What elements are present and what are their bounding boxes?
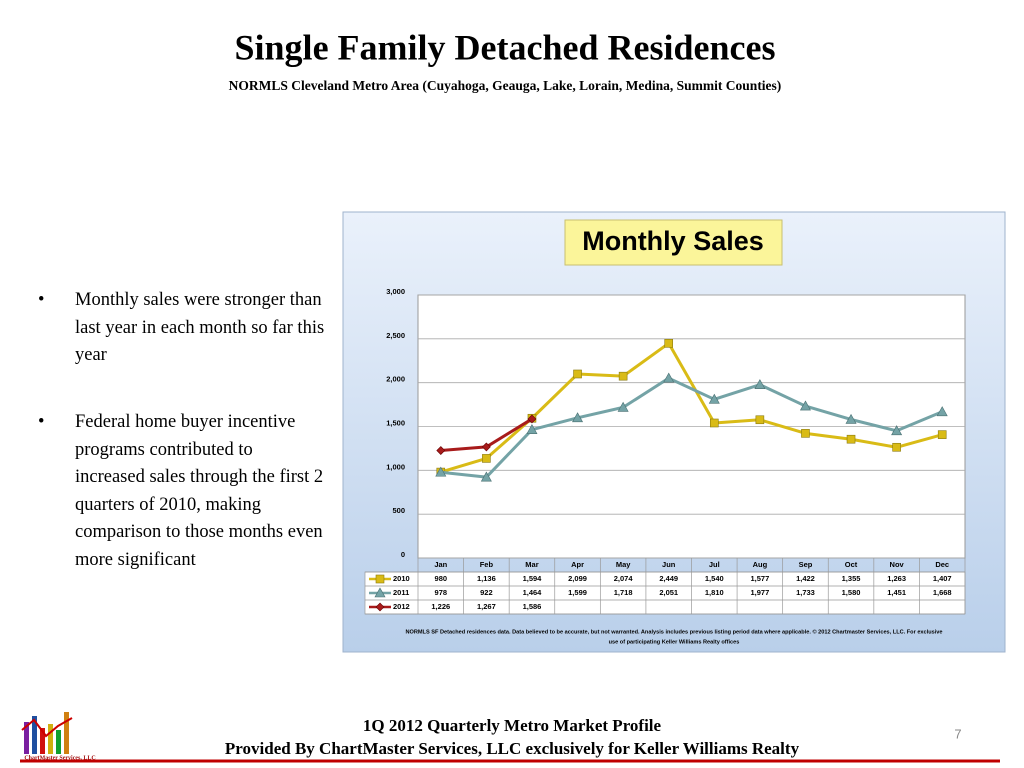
y-tick-label: 0 (401, 550, 405, 559)
x-tick-label: Mar (525, 560, 538, 569)
x-tick-label: Apr (571, 560, 584, 569)
table-value: 1,540 (705, 574, 724, 583)
marker (892, 442, 901, 452)
table-value: 1,586 (523, 602, 542, 611)
table-value: 2,449 (659, 574, 678, 583)
x-tick-label: Nov (890, 560, 905, 569)
table-value: 980 (435, 574, 448, 583)
table-value: 1,407 (933, 574, 952, 583)
slide-title: Single Family Detached Residences (235, 27, 776, 67)
y-tick-label: 2,000 (386, 375, 405, 384)
legend-label: 2012 (393, 602, 410, 611)
marker (526, 424, 538, 434)
table-value: 1,733 (796, 588, 815, 597)
chart-title-box (564, 219, 783, 266)
x-tick-label: May (616, 560, 631, 569)
y-tick-label: 3,000 (386, 287, 405, 296)
table-value: 922 (480, 588, 493, 597)
marker (374, 587, 386, 598)
table-value: 1,718 (614, 588, 633, 597)
table-value: 1,594 (523, 574, 543, 583)
y-tick-label: 1,000 (386, 462, 405, 471)
series-line (440, 376, 943, 479)
chart-title: Monthly Sales (582, 226, 764, 256)
x-tick-label: Dec (935, 560, 949, 569)
table-value: 1,580 (842, 588, 861, 597)
marker (708, 393, 720, 404)
marker (617, 401, 629, 412)
marker (754, 379, 766, 389)
y-tick-label: 2,500 (386, 331, 405, 340)
table-value: 1,226 (431, 602, 450, 611)
marker (801, 429, 810, 438)
marker (618, 371, 628, 381)
x-tick-label: Jun (662, 560, 676, 569)
marker (480, 471, 492, 482)
chart-footnote: NORMLS SF Detached residences data. Data… (405, 628, 942, 635)
table-value: 1,422 (796, 574, 815, 583)
marker (845, 413, 857, 424)
marker (375, 574, 385, 584)
marker (755, 415, 765, 425)
footer-line: 1Q 2012 Quarterly Metro Market Profile (363, 716, 662, 735)
table-value: 2,099 (568, 574, 587, 583)
table-value: 1,263 (887, 574, 906, 583)
table-value: 2,074 (614, 574, 634, 583)
marker (572, 412, 584, 423)
table-value: 1,577 (750, 574, 769, 583)
marker (664, 339, 674, 348)
table-value: 2,051 (659, 588, 678, 597)
footer-line: Provided By ChartMaster Services, LLC ex… (225, 739, 800, 758)
y-tick-label: 1,500 (386, 418, 405, 427)
table-value: 1,810 (705, 588, 724, 597)
table-value: 1,451 (887, 588, 906, 597)
table-value: 1,977 (750, 588, 769, 597)
bullet-text: Federal home buyer incentive programs co… (75, 412, 324, 570)
table-value: 1,599 (568, 588, 587, 597)
x-tick-label: Feb (480, 560, 494, 569)
chart-footnote: use of participating Keller Williams Rea… (609, 639, 740, 645)
table-value: 1,267 (477, 602, 496, 611)
x-tick-label: Oct (845, 560, 858, 569)
marker (375, 602, 385, 612)
logo-text: ChartMaster Services, LLC (24, 755, 95, 761)
x-tick-label: Sep (799, 560, 813, 569)
table-value: 1,464 (523, 588, 543, 597)
table-value: 1,355 (842, 574, 861, 583)
x-tick-label: Jan (434, 560, 447, 569)
logo (21, 712, 73, 754)
slide-subtitle: NORMLS Cleveland Metro Area (Cuyahoga, G… (229, 78, 782, 93)
marker (891, 425, 903, 436)
marker (481, 442, 491, 452)
table-value: 1,136 (477, 574, 496, 583)
page-number: 7 (954, 726, 961, 741)
table-value: 978 (435, 588, 448, 597)
x-tick-label: Aug (753, 560, 768, 569)
marker (435, 466, 447, 477)
marker (527, 414, 537, 424)
x-tick-label: Jul (709, 560, 720, 569)
marker (436, 446, 446, 455)
marker (846, 434, 856, 444)
bullet-text: Monthly sales were stronger than last ye… (75, 290, 325, 365)
marker (799, 400, 811, 411)
marker (482, 454, 491, 463)
legend-label: 2011 (393, 588, 409, 597)
marker (936, 406, 948, 417)
marker (937, 430, 947, 439)
marker (709, 418, 719, 428)
table-value: 1,668 (933, 588, 952, 597)
legend-label: 2010 (393, 574, 410, 583)
marker (663, 372, 675, 383)
y-tick-label: 500 (392, 506, 405, 515)
marker (573, 369, 582, 379)
